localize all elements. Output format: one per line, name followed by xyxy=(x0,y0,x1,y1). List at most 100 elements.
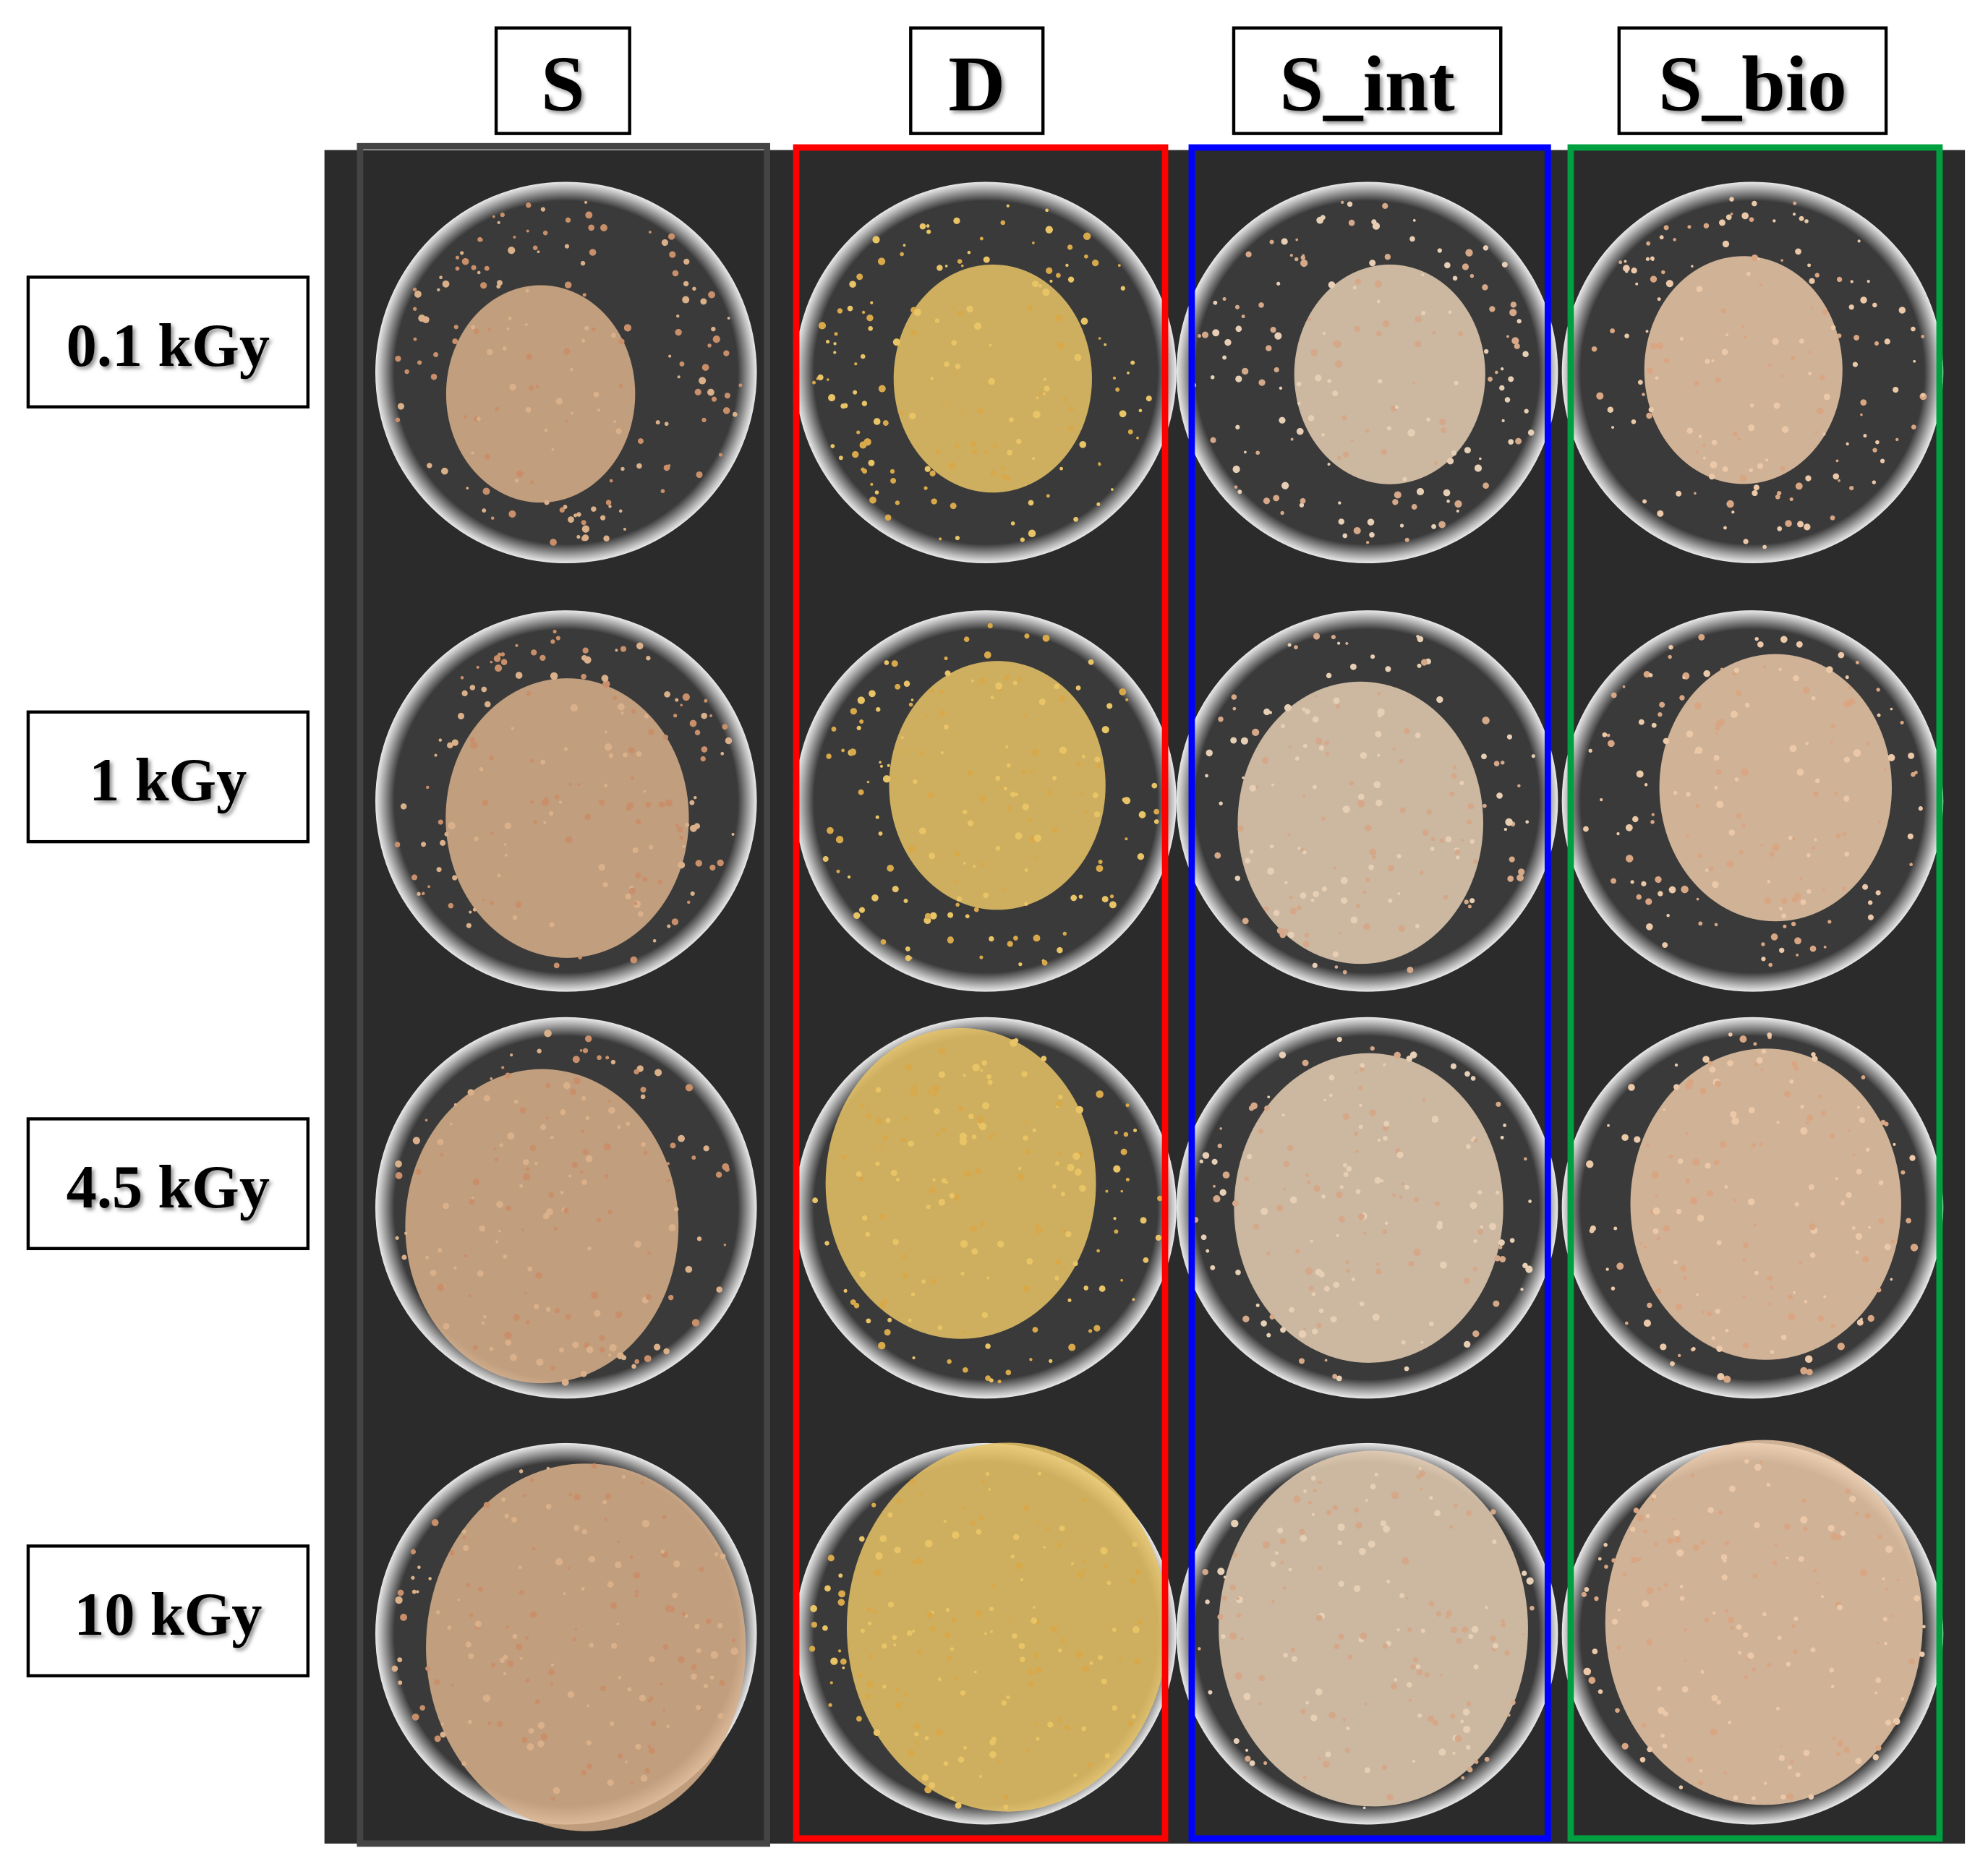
grain xyxy=(1868,1226,1871,1229)
grain xyxy=(1875,1745,1882,1751)
grain xyxy=(1715,732,1718,735)
grain xyxy=(834,332,838,336)
grain xyxy=(717,859,724,867)
grain xyxy=(1804,219,1809,223)
grain xyxy=(1650,275,1658,283)
grain xyxy=(714,1552,719,1557)
grain xyxy=(1431,523,1437,529)
grain xyxy=(1399,523,1404,528)
grain xyxy=(1353,1585,1361,1592)
grain xyxy=(1813,1568,1817,1573)
grain xyxy=(1713,1159,1720,1166)
grain xyxy=(1710,461,1718,469)
grain xyxy=(574,1628,578,1631)
grain xyxy=(1113,1217,1117,1220)
grain xyxy=(1581,1591,1587,1597)
grain xyxy=(1800,1105,1804,1109)
grain xyxy=(1884,1244,1891,1251)
grain xyxy=(635,872,641,878)
grain xyxy=(963,636,970,642)
grain xyxy=(877,257,886,265)
grain xyxy=(1293,1495,1301,1503)
grain xyxy=(1426,417,1430,422)
grain xyxy=(1312,1328,1318,1335)
grain xyxy=(709,714,713,717)
grain xyxy=(581,1528,588,1535)
grain xyxy=(482,1694,491,1702)
grain xyxy=(466,1582,471,1588)
grain xyxy=(411,874,418,881)
grain xyxy=(1734,777,1739,782)
grain xyxy=(891,660,898,667)
grain xyxy=(678,1134,686,1142)
grain xyxy=(526,1743,534,1751)
grain-pile xyxy=(846,1442,1168,1812)
grain xyxy=(508,316,512,320)
grain xyxy=(479,766,484,771)
grain xyxy=(529,1611,537,1618)
grain xyxy=(1127,1720,1134,1727)
grain xyxy=(1508,439,1514,445)
grain xyxy=(929,1625,936,1632)
grain xyxy=(482,799,489,806)
grain xyxy=(1263,906,1269,912)
grain xyxy=(923,486,928,490)
grain xyxy=(1029,1358,1033,1361)
grain xyxy=(1896,1578,1900,1582)
grain xyxy=(550,539,557,546)
grain xyxy=(1792,837,1796,841)
grain xyxy=(468,1653,474,1659)
grain xyxy=(482,508,487,513)
grain xyxy=(1332,1505,1339,1510)
grain xyxy=(1300,255,1306,260)
grain xyxy=(1621,1742,1629,1750)
grain xyxy=(550,1135,554,1139)
grain xyxy=(1662,942,1668,949)
grain xyxy=(827,826,834,834)
grain xyxy=(580,260,586,266)
grain xyxy=(1830,724,1836,729)
frame-d xyxy=(793,144,1169,1842)
grain xyxy=(417,360,422,365)
grain xyxy=(1480,1225,1484,1229)
grain xyxy=(1054,683,1060,690)
grain xyxy=(1658,1586,1662,1591)
grain xyxy=(581,338,586,343)
grain xyxy=(1865,1147,1870,1152)
grain xyxy=(1316,1614,1323,1622)
grain xyxy=(531,649,537,656)
grain xyxy=(1249,850,1254,854)
grain xyxy=(591,506,597,512)
grain xyxy=(878,1341,886,1350)
grain xyxy=(1877,713,1881,717)
grain xyxy=(1606,733,1611,737)
grain xyxy=(1446,458,1454,465)
grain xyxy=(685,1084,694,1092)
grain xyxy=(1411,504,1417,510)
grain xyxy=(1780,897,1788,904)
grain xyxy=(633,1069,639,1075)
grain xyxy=(553,1787,560,1795)
grain xyxy=(1290,437,1294,441)
grain xyxy=(907,1749,915,1757)
grain xyxy=(1524,1157,1527,1161)
grain xyxy=(1704,1617,1710,1623)
grain xyxy=(1741,768,1749,777)
grain xyxy=(1401,1181,1404,1186)
grain xyxy=(545,1306,551,1312)
grain xyxy=(1368,864,1374,871)
grain xyxy=(1716,1240,1722,1246)
grain xyxy=(1056,1542,1062,1548)
grain xyxy=(498,1229,501,1233)
grain xyxy=(1332,1374,1338,1380)
grain xyxy=(856,1171,862,1177)
grain xyxy=(1753,1062,1758,1067)
grain xyxy=(1615,1708,1620,1714)
grain xyxy=(453,1266,457,1270)
grain xyxy=(1075,1650,1083,1659)
grain xyxy=(1401,1340,1406,1345)
grain xyxy=(1907,833,1914,839)
grain xyxy=(1792,213,1796,216)
grain xyxy=(1685,834,1689,839)
grain xyxy=(1064,1725,1070,1731)
